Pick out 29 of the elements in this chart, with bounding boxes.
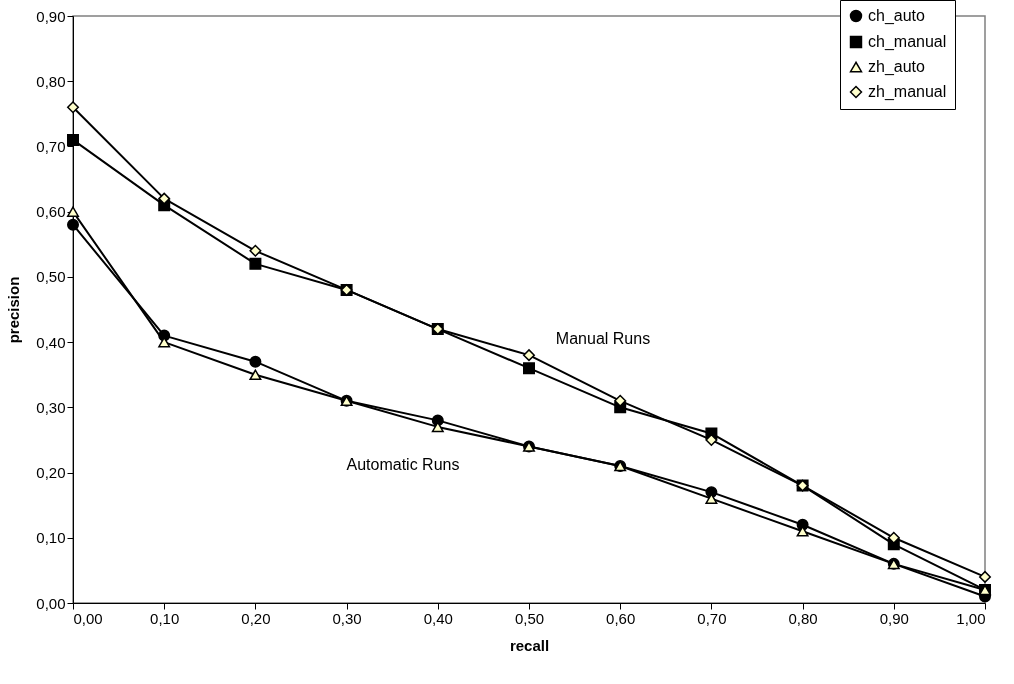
y-tick-label: 0,10: [36, 529, 66, 547]
x-tick-label: 0,10: [150, 609, 180, 627]
legend-label: ch_manual: [868, 33, 947, 51]
x-tick-label: 0,90: [879, 609, 909, 627]
x-tick-label: 0,70: [697, 609, 727, 627]
x-axis-title: recall: [509, 636, 550, 654]
y-tick-label: 0,30: [36, 398, 66, 416]
y-tick-label: 0,40: [36, 333, 66, 351]
legend-label: zh_auto: [868, 58, 926, 76]
legend-label: ch_auto: [868, 7, 926, 25]
x-tick-label: 0,40: [423, 609, 453, 627]
legend-label: zh_manual: [868, 83, 947, 101]
x-tick-label: 0,30: [332, 609, 362, 627]
y-tick-label: 0,70: [36, 137, 66, 155]
y-tick-label: 0,20: [36, 464, 66, 482]
x-tick-label: 0,60: [606, 609, 636, 627]
y-tick-label: 0,50: [36, 268, 66, 286]
x-tick-label: 0,80: [788, 609, 818, 627]
y-tick-label: 0,80: [36, 72, 66, 90]
y-tick-label: 0,60: [36, 203, 66, 221]
annotation: Automatic Runs: [346, 456, 460, 473]
y-tick-label: 0,90: [36, 7, 66, 25]
x-tick-label: 1,00: [956, 609, 986, 627]
y-axis-title: precision: [5, 276, 23, 344]
annotation: Manual Runs: [555, 330, 651, 347]
y-tick-label: 0,00: [36, 594, 66, 612]
x-tick-label: 0,20: [241, 609, 271, 627]
x-tick-label: 0,50: [514, 609, 545, 627]
x-tick-label: 0,00: [73, 609, 103, 627]
